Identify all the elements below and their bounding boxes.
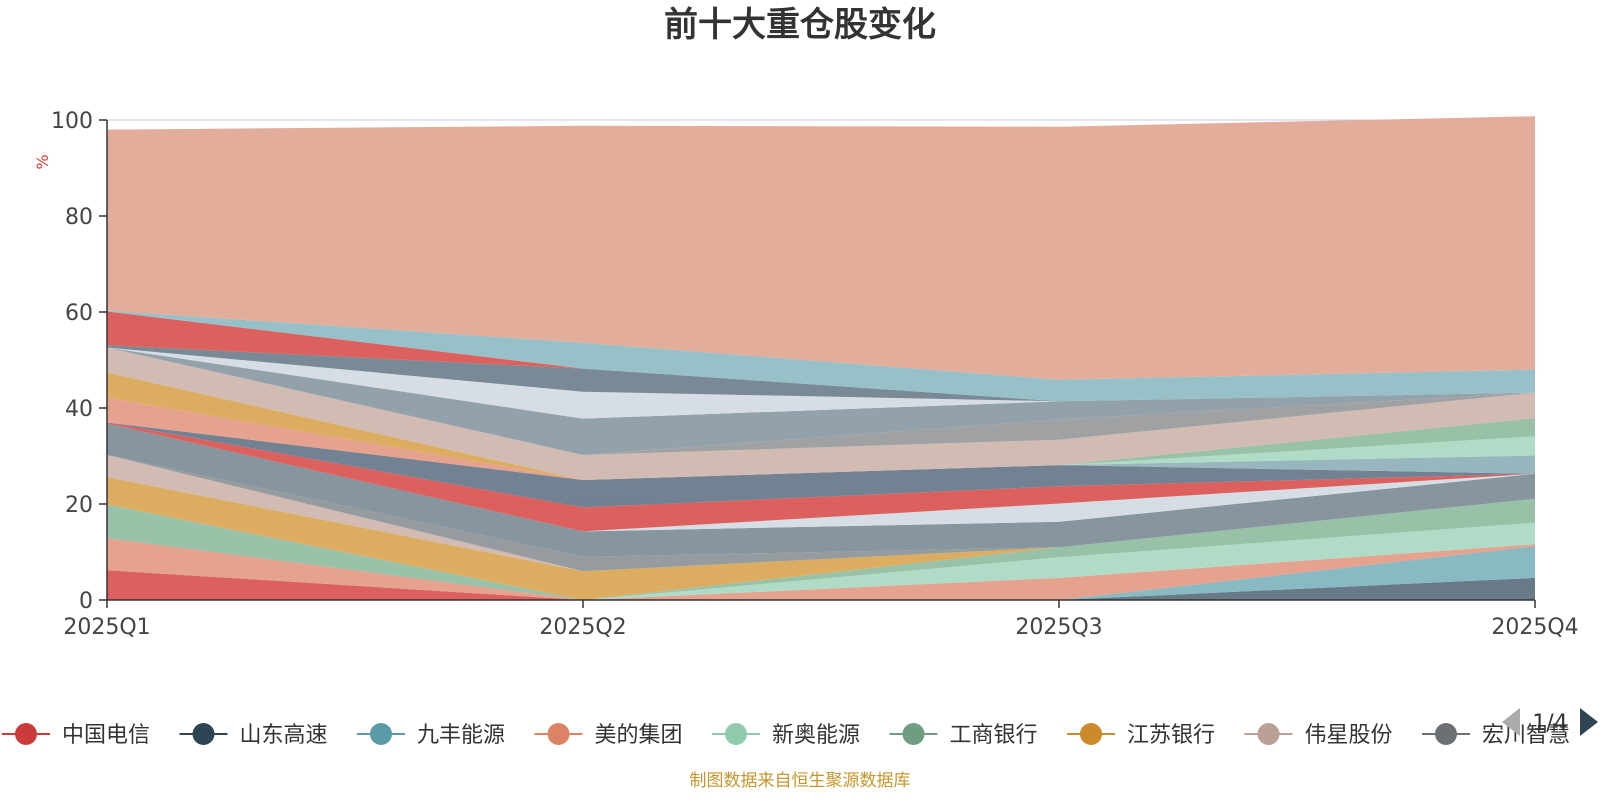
- legend-item[interactable]: 新奥能源: [712, 723, 860, 748]
- legend-label: 山东高速: [240, 723, 328, 748]
- legend-label: 伟星股份: [1305, 723, 1393, 748]
- legend-label: 宏川智慧: [1482, 723, 1570, 748]
- y-tick-label: 100: [51, 109, 93, 134]
- y-tick-label: 0: [79, 589, 93, 614]
- area-series-8: [107, 455, 1535, 572]
- legend-item[interactable]: 九丰能源: [357, 723, 505, 748]
- area-series-1: [107, 570, 1535, 600]
- legend-marker-icon: [1435, 723, 1457, 745]
- legend-page-indicator: 1/4: [1532, 711, 1567, 736]
- y-tick-label: 40: [65, 397, 93, 422]
- y-tick-label: 80: [65, 205, 93, 230]
- area-series-5: [107, 522, 1535, 600]
- legend-marker-icon: [1257, 723, 1280, 745]
- legend-item[interactable]: 伟星股份: [1244, 723, 1393, 748]
- area-series-2: [107, 570, 1535, 600]
- legend-label: 中国电信: [62, 723, 150, 748]
- legend-label: 九丰能源: [417, 723, 505, 748]
- legend: 中国电信 山东高速 九丰能源 美的集团 新奥能源 工商银行 江苏银行 伟星股份 宏川智慧: [2, 723, 1570, 748]
- legend-item[interactable]: 山东高速: [179, 723, 328, 748]
- area-series-17: [107, 397, 1535, 480]
- legend-label: 新奥能源: [772, 723, 860, 748]
- x-tick-label: 2025Q3: [1015, 615, 1102, 640]
- legend-item[interactable]: 美的集团: [534, 723, 683, 748]
- area-series-25: [107, 310, 1535, 402]
- area-series-21: [107, 347, 1535, 455]
- area-series-13: [107, 422, 1535, 508]
- legend-marker-icon: [192, 723, 215, 745]
- area-series-4: [107, 538, 1535, 600]
- legend-marker-icon: [370, 723, 392, 745]
- y-tick-label: 20: [65, 493, 93, 518]
- y-tick-label: 60: [65, 301, 93, 326]
- axes: 0 20 40 60 80 100 2025Q1 2025Q2 2025Q3 2025Q4: [51, 109, 1579, 640]
- legend-label: 工商银行: [950, 723, 1038, 748]
- area-series-22: [107, 347, 1535, 419]
- chart-title: 前十大重仓股变化: [664, 5, 936, 45]
- legend-prev-page-icon[interactable]: [1502, 708, 1520, 736]
- y-axis-unit-label: %: [33, 154, 52, 169]
- legend-item[interactable]: 中国电信: [2, 723, 150, 748]
- area-series-10: [107, 423, 1535, 557]
- area-series-7: [107, 477, 1535, 600]
- area-series-11: [107, 423, 1535, 532]
- x-tick-label: 2025Q2: [539, 615, 626, 640]
- area-series-12: [107, 422, 1535, 532]
- area-series-23: [107, 345, 1535, 402]
- legend-pager: 1/4: [1502, 708, 1598, 736]
- legend-label: 美的集团: [595, 723, 683, 748]
- legend-marker-icon: [902, 723, 925, 745]
- area-series-24: [107, 311, 1535, 402]
- legend-marker-icon: [15, 723, 37, 745]
- legend-item[interactable]: 江苏银行: [1067, 723, 1215, 748]
- legend-marker-icon: [1080, 723, 1102, 745]
- data-source-note: 制图数据来自恒生聚源数据库: [690, 771, 911, 791]
- area-series-group: [107, 116, 1535, 600]
- legend-marker-icon: [725, 723, 747, 745]
- x-tick-label: 2025Q1: [63, 615, 150, 640]
- area-series-19: [107, 347, 1535, 480]
- x-tick-label: 2025Q4: [1491, 615, 1578, 640]
- legend-next-page-icon[interactable]: [1580, 708, 1598, 736]
- area-series-14: [107, 422, 1535, 480]
- legend-marker-icon: [547, 723, 570, 745]
- area-series-16: [107, 418, 1535, 480]
- legend-item[interactable]: 宏川智慧: [1422, 723, 1570, 748]
- area-series-26: [107, 116, 1535, 380]
- legend-label: 江苏银行: [1127, 723, 1215, 748]
- legend-item[interactable]: 工商银行: [889, 723, 1038, 748]
